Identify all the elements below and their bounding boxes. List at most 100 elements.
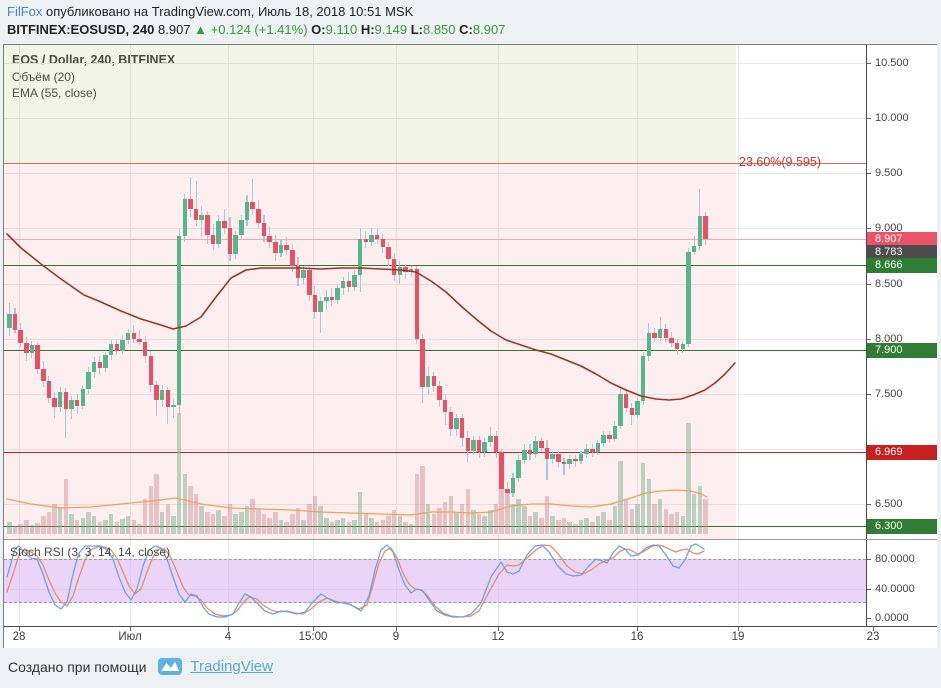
candle[interactable]	[374, 235, 380, 239]
candle[interactable]	[493, 436, 499, 452]
candle[interactable]	[550, 454, 555, 459]
candle[interactable]	[663, 329, 669, 338]
candle[interactable]	[652, 333, 657, 338]
candle[interactable]	[363, 239, 369, 242]
candle[interactable]	[454, 418, 459, 429]
candle[interactable]	[335, 288, 340, 300]
candle[interactable]	[18, 330, 23, 343]
candle[interactable]	[635, 401, 640, 415]
candle[interactable]	[601, 435, 606, 443]
candle[interactable]	[357, 239, 363, 275]
candle[interactable]	[97, 362, 103, 368]
time-tick-label[interactable]: 19	[731, 631, 745, 643]
candle[interactable]	[199, 215, 204, 220]
candle[interactable]	[250, 202, 255, 209]
candle[interactable]	[380, 239, 386, 247]
candle[interactable]	[499, 452, 504, 489]
candle[interactable]	[629, 408, 635, 415]
candle[interactable]	[91, 362, 97, 372]
level-line-level-8.666[interactable]	[4, 265, 866, 266]
candle[interactable]	[697, 216, 703, 246]
candle[interactable]	[86, 372, 91, 389]
candle[interactable]	[431, 376, 437, 386]
candle[interactable]	[205, 215, 210, 235]
time-tick-label[interactable]: 23	[866, 631, 880, 643]
candle[interactable]	[244, 202, 250, 220]
candle[interactable]	[35, 345, 40, 369]
fib-level-label[interactable]: 23.60%(9.595)	[739, 155, 822, 169]
candle[interactable]	[408, 269, 414, 272]
candle[interactable]	[437, 386, 442, 400]
candle[interactable]	[442, 400, 448, 412]
candle[interactable]	[57, 392, 63, 407]
candle[interactable]	[137, 339, 142, 342]
tradingview-logo-icon[interactable]	[158, 658, 183, 675]
candle[interactable]	[125, 333, 131, 340]
candle[interactable]	[318, 301, 323, 312]
author-link[interactable]: FilFox	[7, 4, 43, 19]
candle[interactable]	[420, 339, 425, 387]
candle[interactable]	[233, 235, 238, 254]
candle[interactable]	[618, 394, 623, 426]
candle[interactable]	[386, 247, 391, 259]
candle[interactable]	[307, 270, 312, 295]
candle[interactable]	[278, 245, 284, 253]
candle[interactable]	[403, 267, 408, 272]
candle[interactable]	[612, 426, 618, 439]
candle[interactable]	[267, 236, 272, 242]
candle[interactable]	[193, 209, 199, 220]
candle[interactable]	[607, 435, 612, 439]
candle[interactable]	[686, 252, 691, 344]
candle[interactable]	[674, 343, 680, 349]
candle[interactable]	[476, 440, 482, 452]
time-axis[interactable]: 28 Июл 4 15:00 9 12 16 19 23	[4, 626, 937, 648]
candle[interactable]	[465, 438, 471, 451]
time-tick-label[interactable]: 16	[630, 631, 644, 643]
time-tick-label[interactable]: 9	[392, 631, 400, 643]
candle[interactable]	[12, 314, 18, 330]
candle[interactable]	[108, 344, 114, 355]
candle[interactable]	[182, 199, 188, 236]
candle[interactable]	[188, 199, 193, 209]
candle[interactable]	[290, 250, 295, 266]
time-tick-label[interactable]: 28	[12, 631, 26, 643]
candle[interactable]	[544, 448, 550, 459]
level-line-last-price[interactable]	[4, 239, 866, 240]
candle[interactable]	[171, 405, 176, 407]
price-axis[interactable]: 10.500 10.000 9.500 9.000 8.500 8.000 7.500 6.5…	[866, 45, 937, 626]
candle[interactable]	[114, 344, 120, 351]
candle[interactable]	[301, 270, 306, 278]
candle[interactable]	[584, 449, 589, 454]
candle[interactable]	[646, 333, 652, 356]
candle[interactable]	[703, 216, 708, 239]
candle[interactable]	[471, 440, 476, 451]
candle[interactable]	[669, 338, 674, 343]
candle[interactable]	[216, 221, 221, 244]
candle[interactable]	[448, 412, 454, 429]
candle[interactable]	[239, 220, 244, 235]
candle[interactable]	[256, 209, 261, 223]
candle[interactable]	[74, 400, 80, 406]
candle[interactable]	[69, 400, 74, 409]
candle[interactable]	[425, 376, 431, 387]
candle[interactable]	[459, 418, 465, 438]
candle[interactable]	[539, 441, 544, 448]
candle[interactable]	[527, 450, 533, 454]
candle[interactable]	[24, 343, 29, 353]
candle[interactable]	[482, 442, 487, 452]
candle[interactable]	[324, 297, 329, 301]
level-line-level-6.300[interactable]	[4, 526, 866, 527]
candle[interactable]	[176, 236, 182, 405]
candle[interactable]	[680, 344, 686, 349]
candle[interactable]	[131, 333, 137, 339]
candle[interactable]	[295, 266, 301, 278]
candle[interactable]	[533, 441, 538, 454]
candle[interactable]	[391, 259, 397, 275]
candle[interactable]	[273, 242, 278, 253]
candle[interactable]	[505, 489, 510, 493]
candle[interactable]	[7, 314, 12, 328]
candle[interactable]	[578, 454, 584, 461]
candle[interactable]	[556, 454, 561, 462]
candle[interactable]	[640, 356, 646, 401]
pane-separator[interactable]	[4, 539, 937, 540]
